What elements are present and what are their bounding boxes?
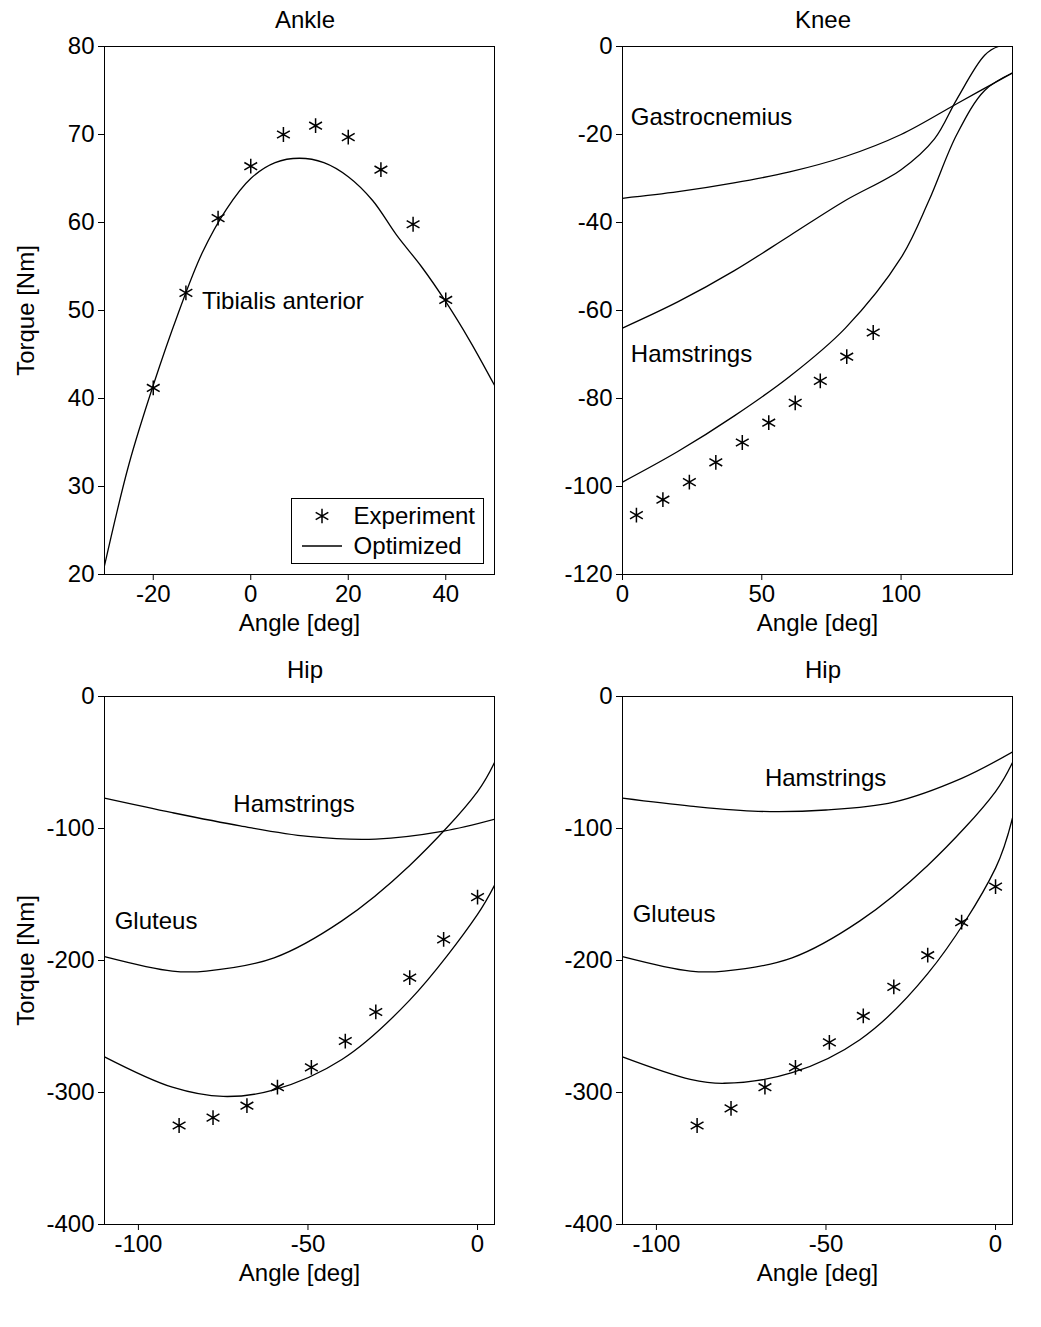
svg-text:-120: -120 — [564, 560, 612, 587]
html-text:Ankle: Ankle — [275, 6, 335, 33]
svg-text:Hamstrings: Hamstrings — [233, 790, 354, 817]
svg-text:-400: -400 — [46, 1210, 94, 1237]
svg-text:Torque [Nm]: Torque [Nm] — [12, 895, 39, 1026]
svg-text:20: 20 — [68, 560, 95, 587]
html-text:Hip: Hip — [805, 656, 841, 683]
svg-text:0: 0 — [599, 682, 612, 709]
svg-text:60: 60 — [68, 208, 95, 235]
svg-text:0: 0 — [599, 32, 612, 59]
svg-text:0: 0 — [989, 1230, 1002, 1257]
svg-text:-400: -400 — [564, 1210, 612, 1237]
svg-text:-100: -100 — [46, 814, 94, 841]
svg-text:-20: -20 — [578, 120, 613, 147]
svg-text:Torque [Nm]: Torque [Nm] — [12, 245, 39, 376]
svg-text:-100: -100 — [632, 1230, 680, 1257]
svg-text:Gluteus: Gluteus — [115, 907, 198, 934]
svg-text:-50: -50 — [291, 1230, 326, 1257]
svg-text:0: 0 — [471, 1230, 484, 1257]
svg-text:-80: -80 — [578, 384, 613, 411]
svg-text:100: 100 — [881, 580, 921, 607]
svg-text:Tibialis anterior: Tibialis anterior — [202, 287, 364, 314]
html-text:Hip: Hip — [287, 656, 323, 683]
svg-text:40: 40 — [68, 384, 95, 411]
svg-text:-40: -40 — [578, 208, 613, 235]
svg-text:0: 0 — [616, 580, 629, 607]
svg-text:-60: -60 — [578, 296, 613, 323]
svg-text:50: 50 — [748, 580, 775, 607]
svg-text:Hamstrings: Hamstrings — [631, 340, 752, 367]
svg-text:40: 40 — [432, 580, 459, 607]
svg-text:Angle [deg]: Angle [deg] — [757, 609, 878, 636]
svg-text:-20: -20 — [136, 580, 171, 607]
svg-text:0: 0 — [81, 682, 94, 709]
svg-text:30: 30 — [68, 472, 95, 499]
svg-text:Angle [deg]: Angle [deg] — [239, 609, 360, 636]
svg-text:Hamstrings: Hamstrings — [765, 764, 886, 791]
svg-text:Angle [deg]: Angle [deg] — [239, 1259, 360, 1286]
svg-text:-100: -100 — [114, 1230, 162, 1257]
svg-text:Gluteus: Gluteus — [633, 900, 716, 927]
svg-text:-300: -300 — [564, 1078, 612, 1105]
svg-text:Angle [deg]: Angle [deg] — [757, 1259, 878, 1286]
html-text:Knee: Knee — [795, 6, 851, 33]
svg-text:-200: -200 — [564, 946, 612, 973]
html-text:Experiment: Experiment — [353, 502, 475, 529]
svg-text:-200: -200 — [46, 946, 94, 973]
html-text:Optimized: Optimized — [353, 532, 462, 559]
svg-text:80: 80 — [68, 32, 95, 59]
svg-text:20: 20 — [335, 580, 362, 607]
svg-text:-50: -50 — [809, 1230, 844, 1257]
svg-text:0: 0 — [244, 580, 257, 607]
svg-text:50: 50 — [68, 296, 95, 323]
svg-text:-300: -300 — [46, 1078, 94, 1105]
svg-text:70: 70 — [68, 120, 95, 147]
svg-text:-100: -100 — [564, 814, 612, 841]
svg-text:Gastrocnemius: Gastrocnemius — [631, 103, 792, 130]
svg-text:-100: -100 — [564, 472, 612, 499]
